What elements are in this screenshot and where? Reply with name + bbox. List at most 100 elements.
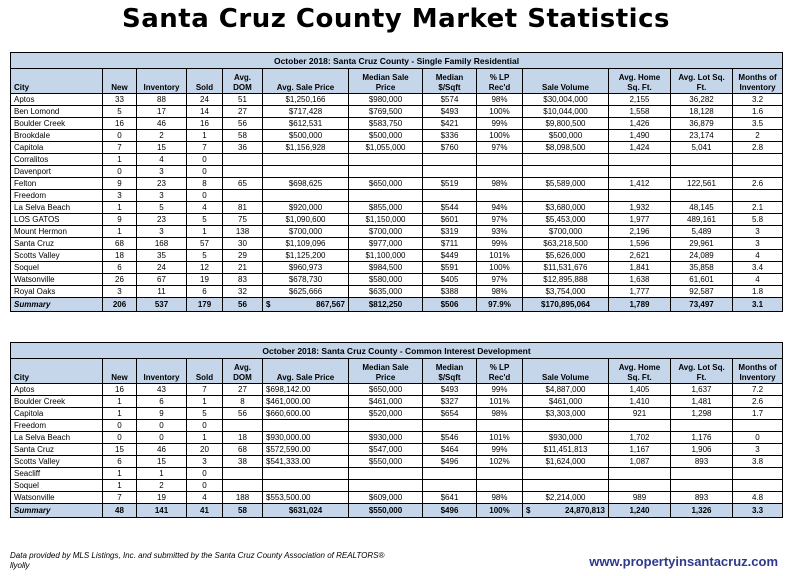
city-cell: LOS GATOS <box>10 213 103 226</box>
table-cell: 36,282 <box>670 93 733 106</box>
table-cell: 2 <box>136 479 187 492</box>
table-cell: $3,303,000 <box>522 407 609 420</box>
table-cell: 1.6 <box>731 105 784 118</box>
column-header: % LP Rec'd <box>476 358 523 384</box>
table-cell: $580,000 <box>348 273 423 286</box>
table-cell <box>731 479 784 492</box>
table-cell: 99% <box>476 117 523 130</box>
table-cell: 1,638 <box>608 273 671 286</box>
table-cell: $574 <box>422 93 477 106</box>
table-cell: $700,000 <box>522 225 609 238</box>
table-cell <box>222 165 263 178</box>
summary-dom: 56 <box>222 297 263 312</box>
table-cell: 1 <box>186 129 223 142</box>
table-cell: 5,489 <box>670 225 733 238</box>
table-cell: 1,481 <box>670 395 733 408</box>
table-cell: 27 <box>222 105 263 118</box>
column-header: Avg. Home Sq. Ft. <box>608 358 671 384</box>
table-row: LOS GATOS 9 23 5 75 $1,090,600 $1,150,000 $601 9… <box>10 213 784 226</box>
summary-lp: 97.9% <box>476 297 523 312</box>
table-cell <box>262 189 349 202</box>
table-cell: $553,500.00 <box>262 491 349 504</box>
table-cell <box>608 165 671 178</box>
table-cell: 61,601 <box>670 273 733 286</box>
summary-volume-value: 24,870,813 <box>564 505 605 515</box>
table-cell <box>522 419 609 432</box>
table-cell: 3.8 <box>731 455 784 468</box>
table-cell: 2.1 <box>731 201 784 214</box>
table-cell <box>670 189 733 202</box>
sfr-caption: October 2018: Santa Cruz County - Single… <box>9 52 784 69</box>
table-cell: 2.6 <box>731 177 784 190</box>
table-cell: 7 <box>102 141 137 154</box>
table-cell: $698,625 <box>262 177 349 190</box>
table-cell: 68 <box>222 443 263 456</box>
table-cell: $572,590.00 <box>262 443 349 456</box>
table-cell: 1,596 <box>608 237 671 250</box>
table-cell: 1,841 <box>608 261 671 274</box>
table-row: Soquel 1 2 0 <box>10 479 784 492</box>
table-cell: 102% <box>476 455 523 468</box>
table-cell <box>476 153 523 166</box>
column-header: Inventory <box>136 358 187 384</box>
table-cell <box>422 153 477 166</box>
table-cell: 3 <box>186 455 223 468</box>
table-cell: 46 <box>136 443 187 456</box>
table-cell: 1,405 <box>608 383 671 396</box>
website-link[interactable]: www.propertyinsantacruz.com <box>589 554 778 569</box>
summary-months: 3.1 <box>731 297 784 312</box>
table-cell: 23 <box>136 213 187 226</box>
column-header: Inventory <box>136 68 187 94</box>
column-header: Sold <box>186 358 223 384</box>
table-cell: $10,044,000 <box>522 105 609 118</box>
column-header: City <box>10 358 103 384</box>
table-cell <box>422 467 477 480</box>
city-cell: Corralitos <box>10 153 103 166</box>
table-cell <box>348 165 423 178</box>
table-cell: 1,087 <box>608 455 671 468</box>
table-cell <box>731 165 784 178</box>
cid-caption: October 2018: Santa Cruz County - Common… <box>9 342 784 359</box>
table-cell: 24 <box>136 261 187 274</box>
table-cell: 93% <box>476 225 523 238</box>
table-cell: 5 <box>186 213 223 226</box>
table-cell: $711 <box>422 237 477 250</box>
table-cell: 0 <box>102 431 137 444</box>
table-cell: $760 <box>422 141 477 154</box>
table-cell <box>522 479 609 492</box>
table-cell: $654 <box>422 407 477 420</box>
table-cell: 48,145 <box>670 201 733 214</box>
table-cell: $5,589,000 <box>522 177 609 190</box>
table-row: Watsonville 26 67 19 83 $678,730 $580,000 $405 9… <box>10 273 784 286</box>
table-cell: 0 <box>136 419 187 432</box>
table-cell <box>522 189 609 202</box>
table-cell <box>262 153 349 166</box>
table-cell: $1,250,166 <box>262 93 349 106</box>
table-cell: $698,142.00 <box>262 383 349 396</box>
table-row: Freedom 0 0 0 <box>10 419 784 432</box>
table-cell: $405 <box>422 273 477 286</box>
table-cell: 188 <box>222 491 263 504</box>
table-row: Santa Cruz 15 46 20 68 $572,590.00 $547,000 $46… <box>10 443 784 456</box>
table-cell: 98% <box>476 177 523 190</box>
table-cell: 0 <box>186 479 223 492</box>
table-cell: $650,000 <box>348 383 423 396</box>
city-cell: Mount Hermon <box>10 225 103 238</box>
table-cell <box>222 419 263 432</box>
table-cell: 99% <box>476 443 523 456</box>
table-cell: 68 <box>102 237 137 250</box>
table-row: Seacliff 1 1 0 <box>10 467 784 480</box>
table-cell: 94% <box>476 201 523 214</box>
table-cell: $980,000 <box>348 93 423 106</box>
table-cell <box>262 419 349 432</box>
table-cell: 1 <box>102 467 137 480</box>
table-cell: $9,800,500 <box>522 117 609 130</box>
summary-price-sign: $ <box>266 299 271 309</box>
table-cell: 1 <box>102 153 137 166</box>
summary-home: 1,240 <box>608 503 671 518</box>
table-cell: 3 <box>102 285 137 298</box>
city-cell: Capitola <box>10 141 103 154</box>
table-cell: $930,000 <box>522 431 609 444</box>
table-cell: $1,100,000 <box>348 249 423 262</box>
table-row: Corralitos 1 4 0 <box>10 153 784 166</box>
